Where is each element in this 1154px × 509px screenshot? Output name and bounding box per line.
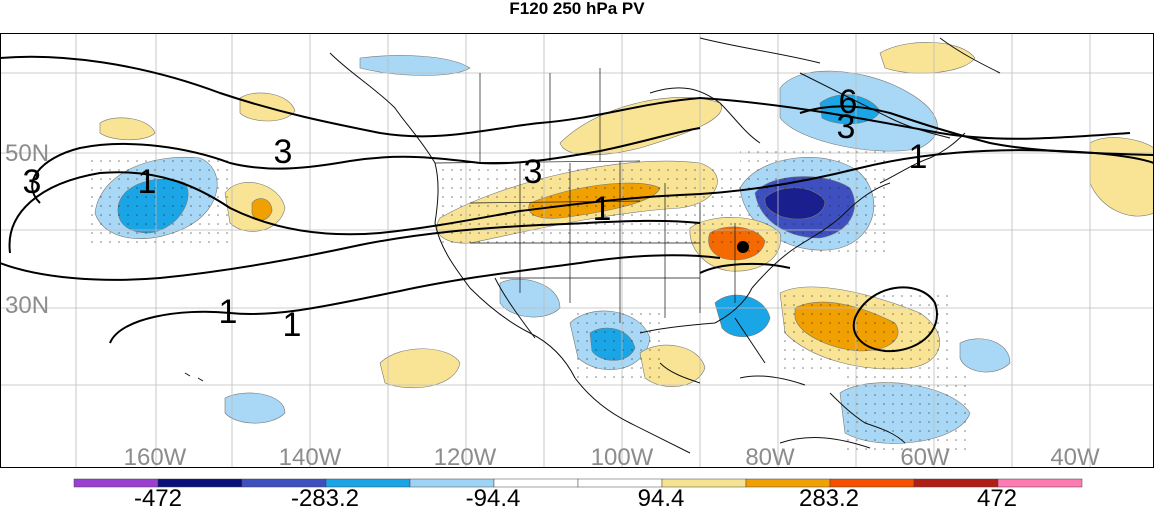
colorbar-swatch <box>997 478 1083 488</box>
map-background <box>0 33 1154 468</box>
contour-label: 3 <box>524 153 543 191</box>
caribbean-islands <box>829 392 906 444</box>
colorbar-swatches <box>73 478 1083 488</box>
arctic-islands <box>699 37 821 64</box>
lon-label-80w: 80W <box>745 444 795 468</box>
east-coast-us <box>751 182 891 289</box>
labrador-coast <box>799 72 951 139</box>
coastlines <box>184 37 1001 454</box>
contour-label: 1 <box>593 190 612 228</box>
west-coast-na <box>434 222 691 454</box>
lon-label-160w: 160W <box>124 444 187 468</box>
contour-label: 3 <box>274 133 293 171</box>
lon-label-40w: 40W <box>1050 444 1100 468</box>
colorbar-label: 94.4 <box>638 485 685 509</box>
lat-label-50n: 50N <box>5 140 49 167</box>
contour-labels: 3 3 3 1 1 1 1 6 3 1 <box>23 83 928 344</box>
contour-3-loop <box>31 127 701 204</box>
location-marker <box>737 241 749 253</box>
neg-anomaly-east-pacific <box>224 392 286 424</box>
contour-label: 1 <box>138 163 157 201</box>
yucatan <box>659 362 701 384</box>
lon-label-100w: 100W <box>591 444 654 468</box>
pos-anomaly-north-pacific-west <box>99 117 156 141</box>
gulf-coast <box>639 287 753 334</box>
colorbar-label: 283.2 <box>799 485 859 509</box>
lat-label-30n: 30N <box>5 292 49 319</box>
contour-label: 3 <box>837 108 856 146</box>
contour-1-closed-atlantic <box>852 286 938 353</box>
south-america-north <box>779 437 871 449</box>
alaska-coast <box>329 52 439 224</box>
contour-1-mid <box>8 149 1154 254</box>
lon-label-120w: 120W <box>434 444 497 468</box>
hudson-bay <box>649 87 761 144</box>
pv-map: 3 3 3 1 1 1 1 6 3 1 50N 30N 160W 140W 12… <box>0 33 1154 468</box>
greenland-coast <box>939 37 1001 74</box>
latitude-labels: 50N 30N <box>5 140 49 319</box>
florida <box>734 317 766 364</box>
contour-label: 1 <box>909 138 928 176</box>
contour-label: 1 <box>219 293 238 331</box>
colorbar-label: -472 <box>134 485 182 509</box>
contour-1-ohio <box>699 262 791 274</box>
longitude-labels: 160W 140W 120W 100W 80W 60W 40W <box>124 444 1100 468</box>
canada-maritimes <box>879 132 966 184</box>
contour-3-pacific <box>0 55 1131 140</box>
colorbar-label: 472 <box>977 485 1017 509</box>
colorbar-label: -283.2 <box>291 485 359 509</box>
neg-anomaly-atlantic-east <box>959 338 1011 373</box>
cuba <box>739 375 806 386</box>
pos-anomaly-pacific-small-core <box>251 198 273 221</box>
pos-anomaly-subtropic-pacific <box>379 348 461 389</box>
contour-label: 6 <box>839 83 858 121</box>
colorbar: -472 -283.2 -94.4 94.4 283.2 472 <box>73 478 1083 509</box>
contour-label: 3 <box>23 163 42 201</box>
lon-label-60w: 60W <box>900 444 950 468</box>
pos-anomaly-greenland <box>879 42 976 74</box>
pos-anomaly-canada-band <box>559 97 722 156</box>
contour-1-subtropic <box>109 254 721 344</box>
contour-1-south <box>0 219 701 281</box>
neg-anomaly-florida <box>714 294 771 337</box>
baja-peninsula <box>494 277 536 339</box>
lon-label-140w: 140W <box>279 444 342 468</box>
contour-6-north <box>799 105 1154 156</box>
pv-contours <box>0 55 1154 353</box>
colorbar-label: -94.4 <box>466 485 521 509</box>
contour-label: 1 <box>283 306 302 344</box>
hawaii <box>184 372 204 382</box>
map-title: F120 250 hPa PV <box>509 0 645 18</box>
